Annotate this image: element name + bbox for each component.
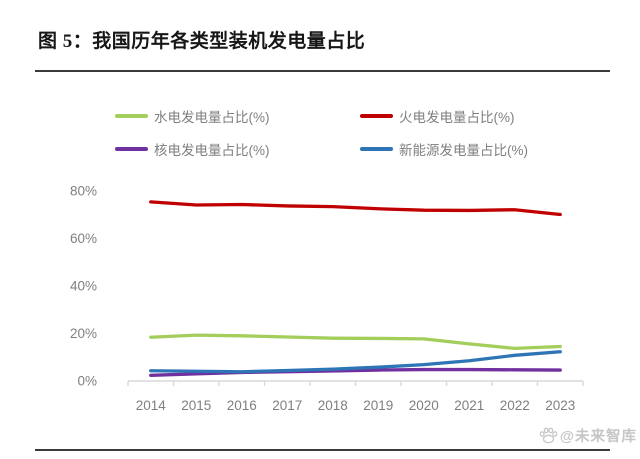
y-tick-label: 40% [70,279,97,294]
bottom-divider-line [35,449,610,451]
legend-swatch [360,114,393,118]
x-tick-label: 2022 [500,398,530,413]
legend-item-4: 新能源发电量占比(%) [360,139,528,159]
legend-label: 核电发电量占比(%) [154,143,270,158]
series-line-4 [149,350,562,374]
legend-item-1: 水电发电量占比(%) [115,106,360,126]
legend-label: 新能源发电量占比(%) [399,143,528,158]
legend-label: 水电发电量占比(%) [154,110,270,125]
x-tick-label: 2018 [318,398,348,413]
series-line-1 [149,333,562,351]
x-tick-label: 2023 [545,398,575,413]
x-tick-label: 2015 [181,398,211,413]
watermark-text: @未来智库 [559,429,637,445]
figure-title: 图 5：我国历年各类型装机发电量占比 [38,31,366,52]
x-tick-label: 2017 [272,398,302,413]
y-tick-label: 0% [77,374,97,389]
y-tick-label: 80% [70,183,97,198]
y-tick-label: 60% [70,231,97,246]
x-tick-label: 2014 [136,398,167,413]
legend-swatch [360,147,393,151]
x-tick-label: 2019 [363,398,393,413]
series-line-3 [149,367,562,377]
legend-label: 火电发电量占比(%) [399,110,515,125]
baidu-paw-icon [539,427,558,444]
chart-svg: 80% 60% 40% 20% 0% 2014 2015 2016 2017 2018 2019 20… [70,183,584,413]
legend-swatch [115,114,148,118]
title-divider-line [35,70,610,72]
legend: 水电发电量占比(%) 火电发电量占比(%) 核电发电量占比(%) 新能源发电量占比(%… [115,106,528,159]
x-tick-label: 2016 [227,398,257,413]
x-tick-label: 2020 [409,398,439,413]
watermark: @未来智库 [539,425,637,446]
series-line-2 [149,200,562,217]
legend-item-2: 火电发电量占比(%) [360,106,528,126]
legend-swatch [115,147,148,151]
y-tick-label: 20% [70,326,97,341]
legend-item-3: 核电发电量占比(%) [115,139,360,159]
x-tick-label: 2021 [454,398,484,413]
